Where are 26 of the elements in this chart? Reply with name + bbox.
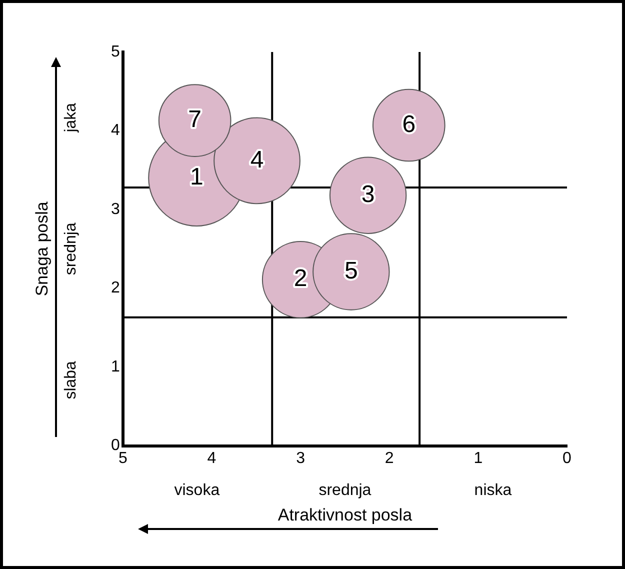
y-tick-label: 2 [110, 280, 120, 297]
x-tick-label: 4 [207, 450, 216, 467]
annotation: 1 [190, 164, 204, 191]
x-tick-label: 2 [384, 450, 394, 467]
x-tick-label: 1 [474, 450, 483, 467]
text: slaba [62, 360, 80, 400]
y-tick-label: 1 [110, 358, 120, 376]
text: niska [474, 482, 512, 500]
y-tick-label: 4 [110, 122, 120, 140]
text: srednja [318, 482, 372, 500]
x-axis-title: Atraktivnost posla [278, 505, 413, 524]
annotation: 7 [188, 106, 202, 134]
annotation: 5 [344, 257, 358, 284]
y-axis-title: Snaga posla [32, 201, 52, 296]
annotation: 4 [250, 146, 264, 174]
y-tick-label: 5 [110, 43, 120, 60]
text: jaka [62, 102, 80, 134]
text: srednja [62, 222, 80, 276]
annotation: 6 [402, 110, 416, 138]
y-tick-label: 0 [110, 437, 120, 454]
y-tick-label: 3 [110, 200, 120, 218]
x-tick-label: 0 [562, 450, 572, 467]
annotation: 3 [361, 180, 375, 208]
text: visoka [174, 482, 220, 500]
x-tick-label: 3 [296, 450, 306, 467]
annotation: 2 [294, 265, 308, 292]
